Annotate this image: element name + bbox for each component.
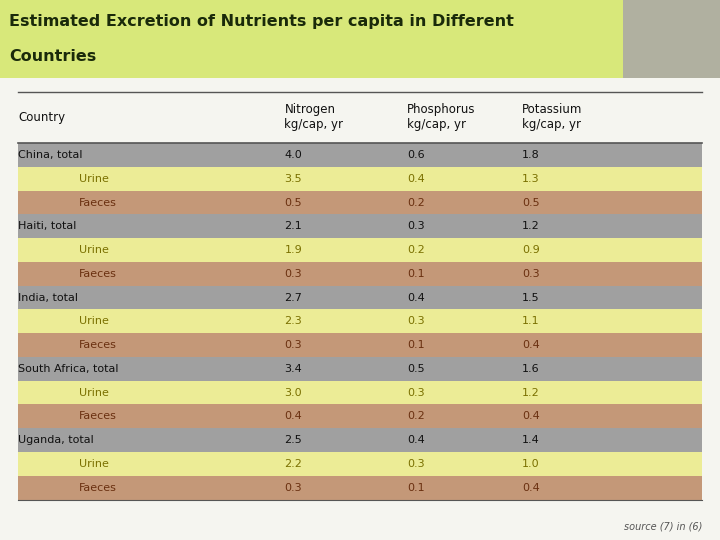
Text: 0.1: 0.1 (407, 483, 424, 492)
Text: India, total: India, total (18, 293, 78, 302)
Text: 0.3: 0.3 (407, 388, 424, 397)
Text: 0.5: 0.5 (522, 198, 539, 207)
FancyBboxPatch shape (18, 357, 702, 381)
Text: 0.3: 0.3 (284, 340, 302, 350)
Text: 0.1: 0.1 (407, 269, 424, 279)
Text: 1.2: 1.2 (522, 221, 540, 231)
Text: Urine: Urine (79, 316, 109, 326)
Text: 0.1: 0.1 (407, 340, 424, 350)
Text: 0.4: 0.4 (522, 340, 540, 350)
Text: Countries: Countries (9, 49, 96, 64)
Text: 1.1: 1.1 (522, 316, 539, 326)
Text: 0.4: 0.4 (522, 411, 540, 421)
FancyBboxPatch shape (18, 452, 702, 476)
FancyBboxPatch shape (18, 238, 702, 262)
Text: 1.2: 1.2 (522, 388, 540, 397)
FancyBboxPatch shape (18, 381, 702, 404)
Text: Faeces: Faeces (79, 340, 117, 350)
Text: 0.4: 0.4 (407, 293, 425, 302)
FancyBboxPatch shape (18, 333, 702, 357)
Text: 0.3: 0.3 (522, 269, 539, 279)
Text: 0.9: 0.9 (522, 245, 540, 255)
Text: 4.0: 4.0 (284, 150, 302, 160)
Text: South Africa, total: South Africa, total (18, 364, 119, 374)
Text: 2.3: 2.3 (284, 316, 302, 326)
Text: 3.4: 3.4 (284, 364, 302, 374)
Text: 1.3: 1.3 (522, 174, 539, 184)
FancyBboxPatch shape (18, 143, 702, 167)
Text: 0.6: 0.6 (407, 150, 424, 160)
Text: 0.5: 0.5 (284, 198, 302, 207)
Text: 3.5: 3.5 (284, 174, 302, 184)
Text: 0.3: 0.3 (407, 459, 424, 469)
Text: Potassium
kg/cap, yr: Potassium kg/cap, yr (522, 104, 582, 131)
Text: 1.5: 1.5 (522, 293, 539, 302)
Text: 2.7: 2.7 (284, 293, 302, 302)
Text: Nitrogen
kg/cap, yr: Nitrogen kg/cap, yr (284, 104, 343, 131)
Text: 0.4: 0.4 (522, 483, 540, 492)
Text: 0.3: 0.3 (284, 269, 302, 279)
Text: 0.3: 0.3 (284, 483, 302, 492)
Text: China, total: China, total (18, 150, 83, 160)
Text: 0.4: 0.4 (407, 435, 425, 445)
Text: 0.2: 0.2 (407, 411, 425, 421)
Text: 0.3: 0.3 (407, 221, 424, 231)
Text: source (7) in (6): source (7) in (6) (624, 522, 702, 532)
Text: Faeces: Faeces (79, 198, 117, 207)
Text: 2.1: 2.1 (284, 221, 302, 231)
Text: Urine: Urine (79, 388, 109, 397)
Text: Urine: Urine (79, 459, 109, 469)
Text: Faeces: Faeces (79, 483, 117, 492)
FancyBboxPatch shape (18, 191, 702, 214)
Text: 1.6: 1.6 (522, 364, 539, 374)
Text: Faeces: Faeces (79, 411, 117, 421)
Text: Urine: Urine (79, 174, 109, 184)
Text: 1.0: 1.0 (522, 459, 539, 469)
Text: 2.2: 2.2 (284, 459, 302, 469)
Text: Estimated Excretion of Nutrients per capita in Different: Estimated Excretion of Nutrients per cap… (9, 15, 514, 29)
Text: Phosphorus
kg/cap, yr: Phosphorus kg/cap, yr (407, 104, 475, 131)
FancyBboxPatch shape (18, 214, 702, 238)
FancyBboxPatch shape (0, 0, 623, 78)
FancyBboxPatch shape (18, 476, 702, 500)
Text: 0.4: 0.4 (407, 174, 425, 184)
Text: 1.9: 1.9 (284, 245, 302, 255)
FancyBboxPatch shape (18, 167, 702, 191)
FancyBboxPatch shape (18, 404, 702, 428)
Text: Country: Country (18, 111, 65, 124)
Text: 3.0: 3.0 (284, 388, 302, 397)
Text: 0.2: 0.2 (407, 245, 425, 255)
Text: Uganda, total: Uganda, total (18, 435, 94, 445)
FancyBboxPatch shape (18, 428, 702, 452)
FancyBboxPatch shape (18, 262, 702, 286)
Text: 1.4: 1.4 (522, 435, 540, 445)
Text: 0.2: 0.2 (407, 198, 425, 207)
Text: Urine: Urine (79, 245, 109, 255)
Text: Faeces: Faeces (79, 269, 117, 279)
Text: 0.3: 0.3 (407, 316, 424, 326)
FancyBboxPatch shape (18, 309, 702, 333)
Text: Haiti, total: Haiti, total (18, 221, 76, 231)
Text: 1.8: 1.8 (522, 150, 540, 160)
Text: 0.4: 0.4 (284, 411, 302, 421)
Text: 2.5: 2.5 (284, 435, 302, 445)
FancyBboxPatch shape (18, 286, 702, 309)
Text: 0.5: 0.5 (407, 364, 424, 374)
FancyBboxPatch shape (623, 0, 720, 78)
